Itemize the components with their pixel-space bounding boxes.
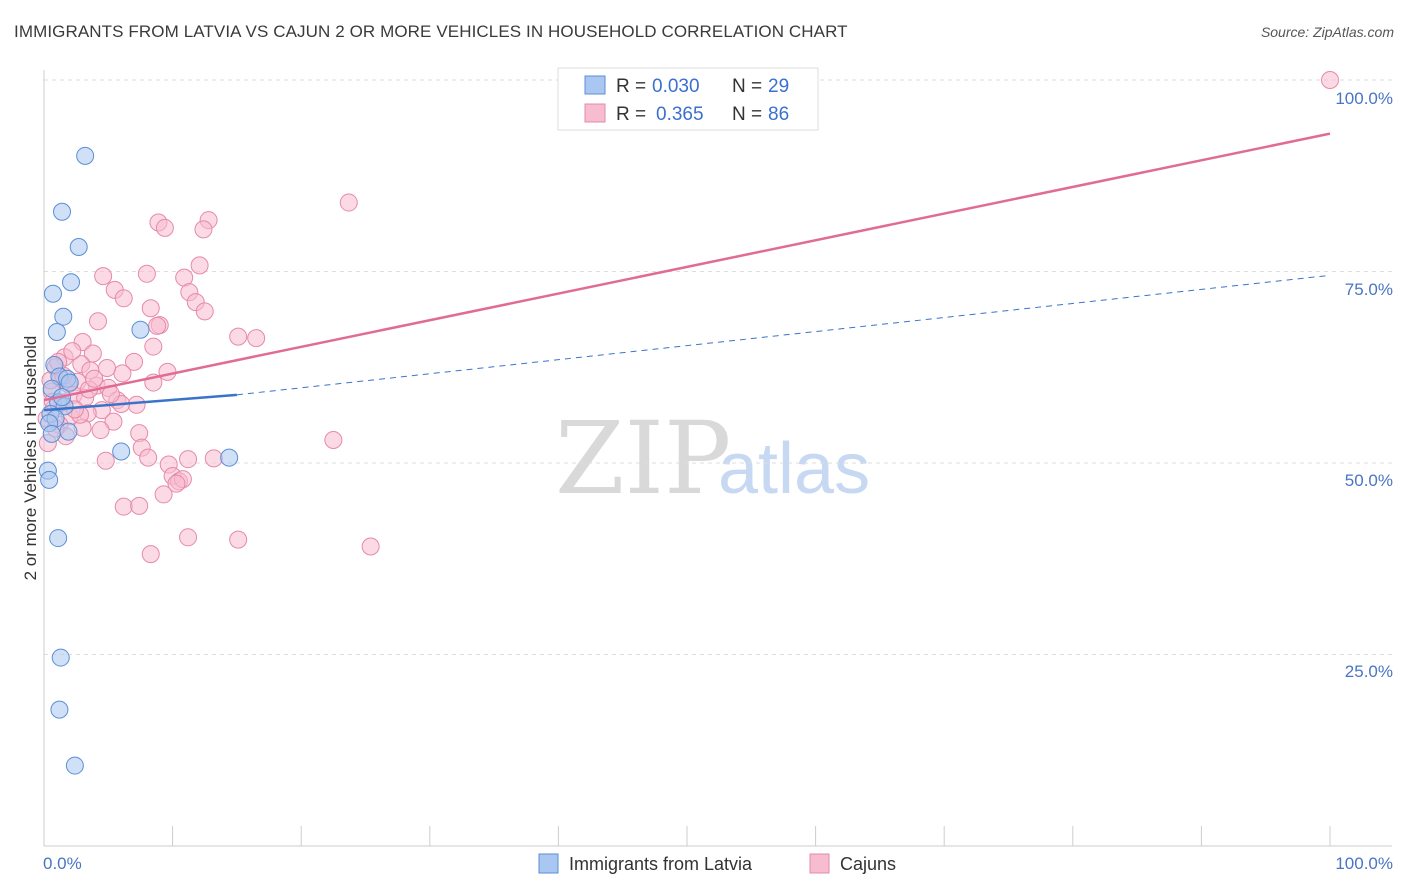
cajun-point-53 <box>324 431 343 450</box>
source-label: Source: ZipAtlas.com <box>1260 24 1394 40</box>
latvia-point-22 <box>40 470 59 489</box>
grid-lines <box>44 79 1392 655</box>
cajun-point-71 <box>361 537 380 556</box>
cajun-point-1 <box>339 193 358 212</box>
chart-title: IMMIGRANTS FROM LATVIA VS CAJUN 2 OR MOR… <box>14 22 848 41</box>
latvia-point-23 <box>49 529 68 548</box>
cajun-point-0 <box>1321 71 1339 89</box>
legend-r-value-latvia: 0.030 <box>652 76 700 97</box>
latvia-series <box>38 146 239 775</box>
cajun-point-18 <box>148 316 167 335</box>
cajun-point-68 <box>179 528 198 547</box>
cajun-point-80 <box>98 359 117 378</box>
watermark-atlas: atlas <box>718 429 870 509</box>
cajun-point-22 <box>144 337 163 356</box>
legend-n-label-cajun: N = <box>732 104 762 125</box>
cajun-point-42 <box>127 395 146 414</box>
watermark-zip: ZIP <box>555 400 731 517</box>
latvia-point-24 <box>51 648 70 667</box>
y-tick-label-50: 50.0% <box>1345 471 1393 490</box>
latvia-point-27 <box>42 424 61 443</box>
legend-r-label-cajun: R = <box>616 104 646 125</box>
cajun-point-47 <box>104 412 123 431</box>
legend-n-value-latvia: 29 <box>768 76 789 97</box>
legend-swatch-cajun <box>584 103 606 123</box>
cajun-point-66 <box>114 497 133 516</box>
y-tick-label-100: 100.0% <box>1335 89 1393 108</box>
latvia-point-18 <box>59 422 78 441</box>
x-tick-label-0: 0.0% <box>43 854 82 873</box>
cajun-point-29 <box>113 364 132 383</box>
x-tick-label-100: 100.0% <box>1335 854 1393 873</box>
cajun-point-67 <box>130 496 149 515</box>
cajun-point-16 <box>89 312 108 331</box>
cajun-point-7 <box>94 267 113 286</box>
cajun-point-73 <box>63 342 82 361</box>
legend-r-value-cajun: 0.365 <box>656 104 704 125</box>
cajun-trend-line <box>43 132 1331 402</box>
cajun-point-8 <box>137 264 156 283</box>
legend-r-label-latvia: R = <box>616 76 646 97</box>
cajun-point-20 <box>247 329 266 348</box>
cajun-point-64 <box>167 474 186 493</box>
cajun-point-50 <box>91 421 110 440</box>
legend-n-value-cajun: 86 <box>768 104 789 125</box>
stats-legend: R = 0.030 N = 29 R = 0.365 N = 86 <box>557 67 819 131</box>
cajun-point-15 <box>195 302 214 321</box>
trend-lines <box>43 132 1331 412</box>
y-tick-label-75: 75.0% <box>1345 280 1393 299</box>
cajun-point-5 <box>194 220 213 239</box>
bottom-legend-label-latvia: Immigrants from Latvia <box>569 854 753 874</box>
cajun-point-12 <box>114 289 133 308</box>
cajun-point-57 <box>179 450 198 469</box>
latvia-point-0 <box>76 146 95 165</box>
cajun-point-25 <box>125 352 144 371</box>
cajun-point-69 <box>229 530 248 549</box>
cajun-point-56 <box>139 448 158 467</box>
latvia-point-3 <box>62 273 81 292</box>
bottom-legend-swatch-latvia <box>538 853 559 874</box>
latvia-point-2 <box>69 237 88 256</box>
cajun-point-19 <box>229 327 248 346</box>
cajun-point-58 <box>204 449 223 468</box>
x-axis-ticks <box>43 826 1331 846</box>
cajun-point-30 <box>158 362 177 381</box>
latvia-point-7 <box>131 320 150 339</box>
cajun-point-4 <box>155 218 174 237</box>
y-tick-label-25: 25.0% <box>1345 662 1393 681</box>
legend-n-label-latvia: N = <box>732 76 762 97</box>
cajun-point-65 <box>154 485 173 504</box>
cajun-point-84 <box>85 369 104 388</box>
latvia-point-19 <box>112 442 131 461</box>
y-axis-label: 2 or more Vehicles in Household <box>21 336 40 581</box>
bottom-legend-label-cajun: Cajuns <box>840 854 896 874</box>
latvia-point-20 <box>220 448 239 467</box>
legend-swatch-latvia <box>584 75 606 95</box>
cajun-point-6 <box>190 256 209 275</box>
latvia-trend-line <box>43 393 237 412</box>
latvia-point-4 <box>44 284 63 303</box>
latvia-point-5 <box>54 307 73 326</box>
cajun-point-59 <box>96 451 115 470</box>
latvia-point-11 <box>60 373 79 392</box>
latvia-trend-line-dashed <box>236 274 1331 396</box>
cajun-point-70 <box>141 545 160 564</box>
bottom-legend-swatch-cajun <box>809 853 830 874</box>
latvia-point-6 <box>47 323 66 342</box>
series-legend: Immigrants from Latvia Cajuns <box>538 853 896 874</box>
latvia-point-26 <box>65 756 84 775</box>
latvia-point-1 <box>53 202 72 221</box>
cajun-point-14 <box>141 299 160 318</box>
latvia-point-25 <box>50 700 69 719</box>
